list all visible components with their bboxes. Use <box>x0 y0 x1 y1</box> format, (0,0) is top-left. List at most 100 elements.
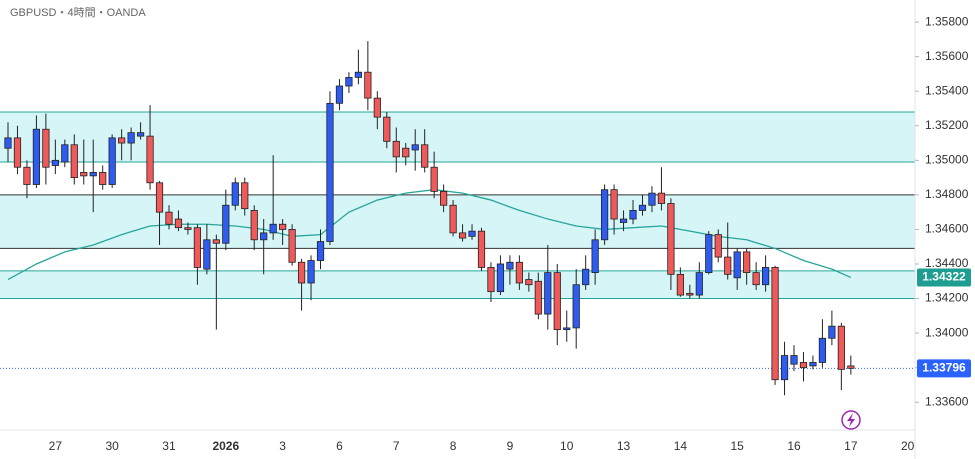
candle-body <box>790 355 798 365</box>
x-tick-label: 6 <box>336 439 343 453</box>
x-tick-label: 16 <box>787 439 801 453</box>
candle-body <box>335 85 344 104</box>
candle-body <box>155 182 164 213</box>
candle-body <box>4 137 12 149</box>
x-tick-label: 30 <box>105 439 119 453</box>
price-label: 1.33796 <box>922 360 966 374</box>
candle-body <box>799 362 808 369</box>
candle-body <box>184 227 192 230</box>
candle-body <box>260 232 268 241</box>
candle-body <box>383 116 391 142</box>
candle-body <box>601 189 609 241</box>
candle-body <box>771 267 779 381</box>
candle-body <box>667 203 675 275</box>
candle-body <box>733 251 741 279</box>
x-tick-label: 14 <box>674 439 688 453</box>
candle-body <box>449 204 457 234</box>
candle-body <box>648 192 656 206</box>
x-tick-label: 27 <box>49 439 63 453</box>
candle-body <box>250 210 258 241</box>
candle-body <box>70 144 78 178</box>
price-label: 1.34322 <box>922 270 966 284</box>
candle-body <box>193 227 201 268</box>
candle-body <box>32 128 41 185</box>
y-tick-label: 1.35800 <box>925 14 969 28</box>
plot-area <box>0 41 915 396</box>
candle-body <box>837 325 845 370</box>
candle-body <box>61 144 69 163</box>
zone <box>0 194 915 249</box>
y-tick-label: 1.33600 <box>925 394 969 408</box>
chart-title: GBPUSD・4時間・OANDA <box>10 6 146 19</box>
candle-body <box>515 261 523 284</box>
candle-body <box>288 229 296 263</box>
x-tick-label: 20 <box>901 439 915 453</box>
candle-body <box>458 232 467 239</box>
candle-body <box>752 272 760 286</box>
candle-body <box>354 71 362 78</box>
candle-body <box>487 267 495 293</box>
candle-body <box>373 97 381 118</box>
x-tick-label: 7 <box>393 439 400 453</box>
x-tick-label: 9 <box>507 439 514 453</box>
candle-body <box>326 102 334 242</box>
candle-body <box>553 272 561 331</box>
candle-body <box>13 137 22 168</box>
candle-body <box>99 172 107 185</box>
candle-body <box>165 211 173 225</box>
candle-body <box>241 182 249 210</box>
x-tick-label: 17 <box>844 439 858 453</box>
candle-body <box>638 204 647 211</box>
candle-body <box>174 218 183 229</box>
x-tick-label: 3 <box>279 439 286 453</box>
candle-body <box>619 218 628 223</box>
candle-body <box>695 272 703 296</box>
candle-body <box>440 191 448 206</box>
candle-body <box>51 159 59 166</box>
candle-body <box>279 223 287 230</box>
candle-body <box>402 147 410 158</box>
candle-body <box>468 230 476 237</box>
y-tick-label: 1.35000 <box>925 152 969 166</box>
y-tick-label: 1.34400 <box>925 256 969 270</box>
y-tick-label: 1.34800 <box>925 187 969 201</box>
candle-body <box>762 267 770 286</box>
candle-body <box>818 337 827 363</box>
candle-body <box>269 223 277 234</box>
candle-body <box>809 362 817 367</box>
zone <box>0 111 915 163</box>
candle-body <box>222 204 230 244</box>
candle-body <box>847 365 855 369</box>
candle-body <box>297 261 306 284</box>
candle-body <box>544 272 552 315</box>
candle-body <box>572 284 580 329</box>
candle-body <box>23 166 31 185</box>
y-tick-label: 1.35200 <box>925 118 969 132</box>
candle-body <box>724 256 732 275</box>
candle-body <box>89 172 97 177</box>
candle-body <box>676 273 684 296</box>
candle-body <box>534 280 542 315</box>
x-tick-label: 2026 <box>212 439 239 453</box>
y-tick-label: 1.34200 <box>925 291 969 305</box>
y-tick-label: 1.34000 <box>925 325 969 339</box>
candle-body <box>828 325 836 339</box>
candle-body <box>506 261 514 270</box>
candle-body <box>705 234 713 274</box>
candle-body <box>477 230 486 268</box>
candle-body <box>146 135 154 184</box>
candle-body <box>136 132 145 137</box>
candle-body <box>108 137 116 185</box>
x-tick-label: 31 <box>162 439 176 453</box>
price-label-box <box>917 268 971 287</box>
candle-body <box>118 137 126 144</box>
x-tick-label: 10 <box>560 439 574 453</box>
candle-body <box>307 260 315 284</box>
candle-body <box>421 144 429 168</box>
candle-body <box>127 132 135 144</box>
candle-body <box>582 268 590 286</box>
candle-body <box>714 234 722 258</box>
lightning-icon[interactable] <box>841 410 861 430</box>
candle-body <box>203 239 211 270</box>
